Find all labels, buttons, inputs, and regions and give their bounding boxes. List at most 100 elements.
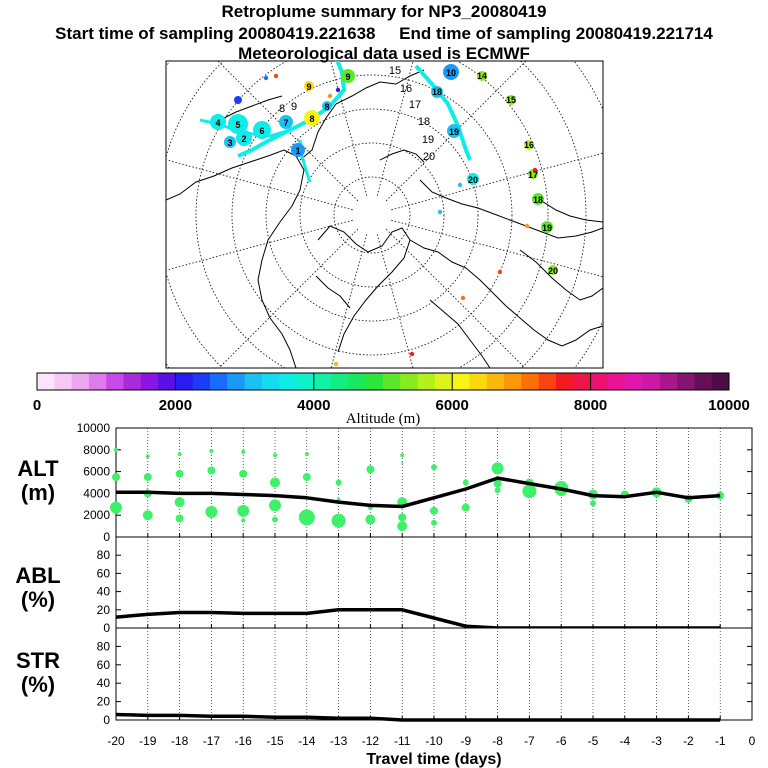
plume-dot (273, 73, 279, 79)
altitude-dot (491, 462, 504, 475)
colorbar-swatch (486, 373, 505, 390)
colorbar-swatch (54, 373, 72, 390)
x-tick-label: 0 (749, 734, 756, 748)
coastline (429, 299, 491, 368)
plume-dot (335, 87, 341, 93)
meridian-line (385, 61, 527, 202)
marker-label: 1 (295, 146, 300, 156)
colorbar-swatch (227, 373, 245, 390)
latitude-circle (166, 61, 587, 368)
altitude-dot (142, 510, 153, 521)
latitude-circle (265, 108, 479, 322)
altitude-dot (112, 473, 120, 482)
sampling-times: Start time of sampling 20080419.221638 E… (0, 24, 768, 44)
y-tick-label: 80 (97, 639, 111, 653)
altitude-dot (239, 469, 248, 478)
marker-label: 10 (446, 68, 456, 78)
altitude-colorbar: 0 2000 4000 6000 8000 10000 Altitude (m) (33, 372, 750, 427)
x-tick-label: -4 (619, 734, 630, 748)
day-label: 18 (418, 116, 430, 128)
meridian-line (166, 219, 353, 271)
colorbar-swatch (88, 373, 107, 390)
altitude-dot (590, 500, 596, 507)
altitude-dot (398, 513, 407, 522)
colorbar-tick-label: 2000 (159, 397, 192, 414)
altitude-dot (270, 477, 280, 488)
y-tick-label: 8000 (83, 443, 110, 457)
plume-marker (341, 69, 355, 83)
panel-ylabel: ABL (15, 563, 60, 588)
altitude-dot (298, 509, 315, 526)
colorbar-swatch (677, 373, 695, 390)
colorbar-swatch (590, 373, 609, 390)
coastline (166, 149, 305, 241)
plume-marker (228, 114, 248, 134)
time-series-panels: 0200040006000800010000ALT(m)020406080ABL… (15, 421, 755, 768)
y-tick-label: 2000 (83, 508, 110, 522)
x-tick-label: -15 (266, 734, 284, 748)
altitude-dot (209, 448, 214, 453)
map-panel: 10 14181519161720181920998876542311516171… (165, 60, 604, 369)
colorbar-swatch (642, 373, 661, 390)
x-tick-label: -20 (107, 734, 125, 748)
colorbar-swatch (192, 373, 211, 390)
day-label: 16 (400, 83, 412, 95)
marker-label: 6 (259, 126, 264, 136)
meridian-line (391, 219, 603, 278)
x-axis-label: Travel time (days) (366, 751, 501, 768)
meridian-line (217, 61, 359, 202)
plume-marker (304, 110, 320, 126)
marker-label: 8 (309, 114, 314, 124)
colorbar-swatch (331, 373, 349, 390)
meridian-line (385, 228, 526, 368)
plume-dot (333, 361, 339, 367)
x-tick-label: -9 (460, 734, 471, 748)
colorbar-swatch (659, 373, 678, 390)
plume-marker (541, 221, 553, 233)
x-tick-label: -14 (298, 734, 316, 748)
colorbar-swatch (279, 373, 297, 390)
x-tick-label: -6 (556, 734, 567, 748)
altitude-dot (110, 501, 122, 514)
x-tick-label: -18 (171, 734, 189, 748)
y-tick-label: 80 (97, 548, 111, 562)
day-label: 9 (291, 101, 297, 113)
altitude-dot (335, 479, 342, 486)
altitude-dot (494, 487, 501, 494)
plume-dot (524, 223, 530, 229)
altitude-dot (272, 516, 278, 523)
colorbar-tick-label: 4000 (297, 397, 330, 414)
colorbar-swatch (71, 373, 90, 390)
marker-label: 15 (506, 95, 516, 105)
altitude-dot (397, 521, 408, 532)
coastline (519, 249, 603, 301)
day-label: 17 (409, 99, 421, 111)
marker-label: 14 (477, 71, 487, 81)
coastline (379, 149, 425, 163)
start-sampling-label: Start time of sampling 20080419.221638 (55, 24, 376, 43)
colorbar-swatch (469, 373, 488, 390)
latitude-circle (299, 142, 445, 288)
plume-track (414, 64, 472, 161)
altitude-dot (174, 497, 185, 508)
colorbar-swatch (383, 373, 401, 390)
series-line (115, 712, 721, 722)
colorbar-tick-label: 0 (33, 397, 41, 414)
colorbar-swatch (711, 373, 730, 390)
end-sampling-label: End time of sampling 20080419.221714 (399, 24, 713, 43)
colorbar-swatch (348, 373, 367, 390)
colorbar-swatch (106, 373, 124, 390)
altitude-dot (461, 503, 470, 512)
colorbar-swatch (452, 373, 470, 390)
altitude-dot (175, 469, 184, 478)
plume-dot (409, 351, 415, 357)
colorbar-swatch (140, 373, 159, 390)
meridian-line (330, 234, 368, 368)
x-tick-label: -5 (588, 734, 599, 748)
plume-dot (263, 75, 269, 81)
map-layer: 10 14181519161720181920998876542311516171… (166, 61, 603, 368)
colorbar-label: Altitude (m) (346, 411, 421, 427)
marker-label: 17 (528, 170, 538, 180)
latitude-circle (333, 176, 411, 254)
